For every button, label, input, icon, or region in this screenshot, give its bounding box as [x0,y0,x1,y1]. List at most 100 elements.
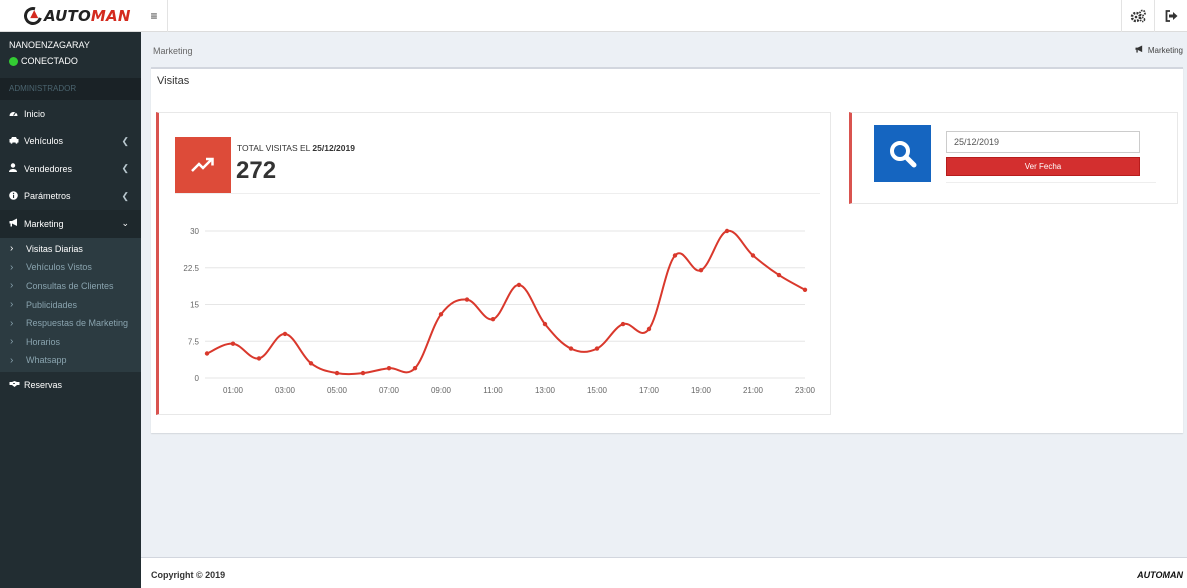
x-tick-label: 23:00 [795,386,816,395]
x-tick-label: 19:00 [691,386,712,395]
x-tick-label: 09:00 [431,386,452,395]
x-tick-label: 07:00 [379,386,400,395]
date-input[interactable] [946,131,1140,153]
user-panel: NANOENZAGARAY CONECTADO [0,32,141,78]
menu-toggle-button[interactable]: ≡ [141,0,168,32]
data-point [334,370,340,376]
data-point [594,346,600,351]
divider [175,193,820,194]
chevron-right-icon: › [10,243,14,255]
y-tick-label: 7.5 [188,337,200,346]
x-tick-label: 17:00 [639,386,660,395]
y-tick-label: 30 [190,227,199,236]
x-tick-label: 21:00 [743,386,764,395]
chevron-left-icon: ❮ [121,135,129,146]
data-point [360,370,366,376]
submenu-item-vehiculos-vistos[interactable]: › Vehículos Vistos [10,261,92,273]
data-point [568,346,574,351]
sidebar-item-reservas[interactable]: Reservas [0,372,141,400]
kpi-icon-box [175,137,231,193]
logo-mark-icon [20,3,46,29]
chevron-right-icon: › [10,280,14,292]
x-tick-label: 01:00 [223,386,244,395]
chevron-right-icon: › [10,317,14,329]
handshake-icon [9,380,21,390]
x-tick-label: 15:00 [587,386,608,395]
chevron-right-icon: › [10,336,14,348]
data-point [490,317,496,322]
sidebar: NANOENZAGARAY CONECTADO ADMINISTRADOR In… [0,32,141,588]
user-name: NANOENZAGARAY [9,40,90,50]
kpi-date: 25/12/2019 [312,143,355,153]
settings-button[interactable] [1121,0,1154,32]
car-icon [9,136,21,146]
date-search-card: Ver Fecha [849,112,1178,204]
data-point [802,287,808,292]
sidebar-item-inicio[interactable]: Inicio [0,100,141,128]
data-point [646,326,652,332]
y-tick-label: 22.5 [183,264,199,273]
logout-button[interactable] [1154,0,1187,32]
bullhorn-icon [1135,45,1144,55]
footer-brand: AUTOMAN [1137,570,1183,580]
submenu-item-visitas-diarias[interactable]: › Visitas Diarias [10,243,83,255]
x-tick-label: 13:00 [535,386,556,395]
top-right-actions [1121,0,1187,32]
divider [946,182,1156,183]
data-point [698,268,704,273]
hamburger-icon: ≡ [150,9,158,23]
sidebar-item-parametros[interactable]: Parámetros ❮ [0,183,141,211]
sidebar-item-vendedores[interactable]: Vendedores ❮ [0,155,141,183]
x-tick-label: 11:00 [483,386,503,395]
data-point [750,253,756,258]
series-line [206,229,806,376]
marketing-submenu: › Visitas Diarias › Vehículos Vistos › Cons… [0,237,141,372]
copyright: Copyright © 2019 [151,570,226,580]
sidebar-header: ADMINISTRADOR [0,78,141,100]
data-point [620,321,626,327]
submenu-item-consultas[interactable]: › Consultas de Clientes [10,280,114,292]
submenu-item-whatsapp[interactable]: › Whatsapp [10,354,67,366]
logo[interactable]: AUTOMAN [0,0,141,32]
bullhorn-icon [9,218,21,229]
sidebar-item-marketing[interactable]: Marketing ⌄ [0,210,141,238]
data-point [724,228,730,234]
page-title: Marketing [153,46,193,56]
ver-fecha-button[interactable]: Ver Fecha [946,157,1140,176]
visits-chart-card: TOTAL VISITAS EL 25/12/2019 272 0 7.5 15 22… [156,112,831,415]
submenu-item-respuestas[interactable]: › Respuestas de Marketing [10,317,129,329]
data-point [464,297,470,302]
data-point [412,366,418,371]
chevron-right-icon: › [10,261,14,273]
user-status[interactable]: CONECTADO [9,56,141,66]
data-point [542,321,548,327]
data-point [438,312,444,317]
sidebar-item-vehiculos[interactable]: Vehículos ❮ [0,128,141,156]
chevron-right-icon: › [10,299,14,311]
info-icon [9,190,21,202]
y-tick-label: 0 [195,374,200,383]
dashboard-icon [9,109,21,119]
data-point [308,361,314,366]
data-point [776,272,782,278]
user-icon [9,163,21,174]
submenu-item-horarios[interactable]: › Horarios [10,336,61,348]
data-point [386,366,392,371]
x-tick-label: 03:00 [275,386,296,395]
footer: Copyright © 2019 AUTOMAN [141,557,1187,588]
sign-out-icon [1165,10,1177,22]
submenu-item-publicidades[interactable]: › Publicidades [10,299,78,311]
data-point [282,331,288,337]
content-header: Marketing Marketing [141,32,1187,67]
top-navbar: AUTOMAN ≡ [0,0,1187,32]
kpi-label: TOTAL VISITAS EL 25/12/2019 [237,143,355,153]
data-point [672,253,678,258]
chevron-right-icon: › [10,354,14,366]
x-tick-label: 05:00 [327,386,348,395]
breadcrumb[interactable]: Marketing [1135,45,1183,55]
status-label: CONECTADO [21,56,78,66]
y-tick-label: 15 [190,301,199,310]
visits-line-chart: 0 7.5 15 22.5 30 01:00 03:00 05:00 07:00 09:00 11:… [183,227,816,395]
gears-icon [1130,9,1146,23]
data-point [204,351,210,356]
